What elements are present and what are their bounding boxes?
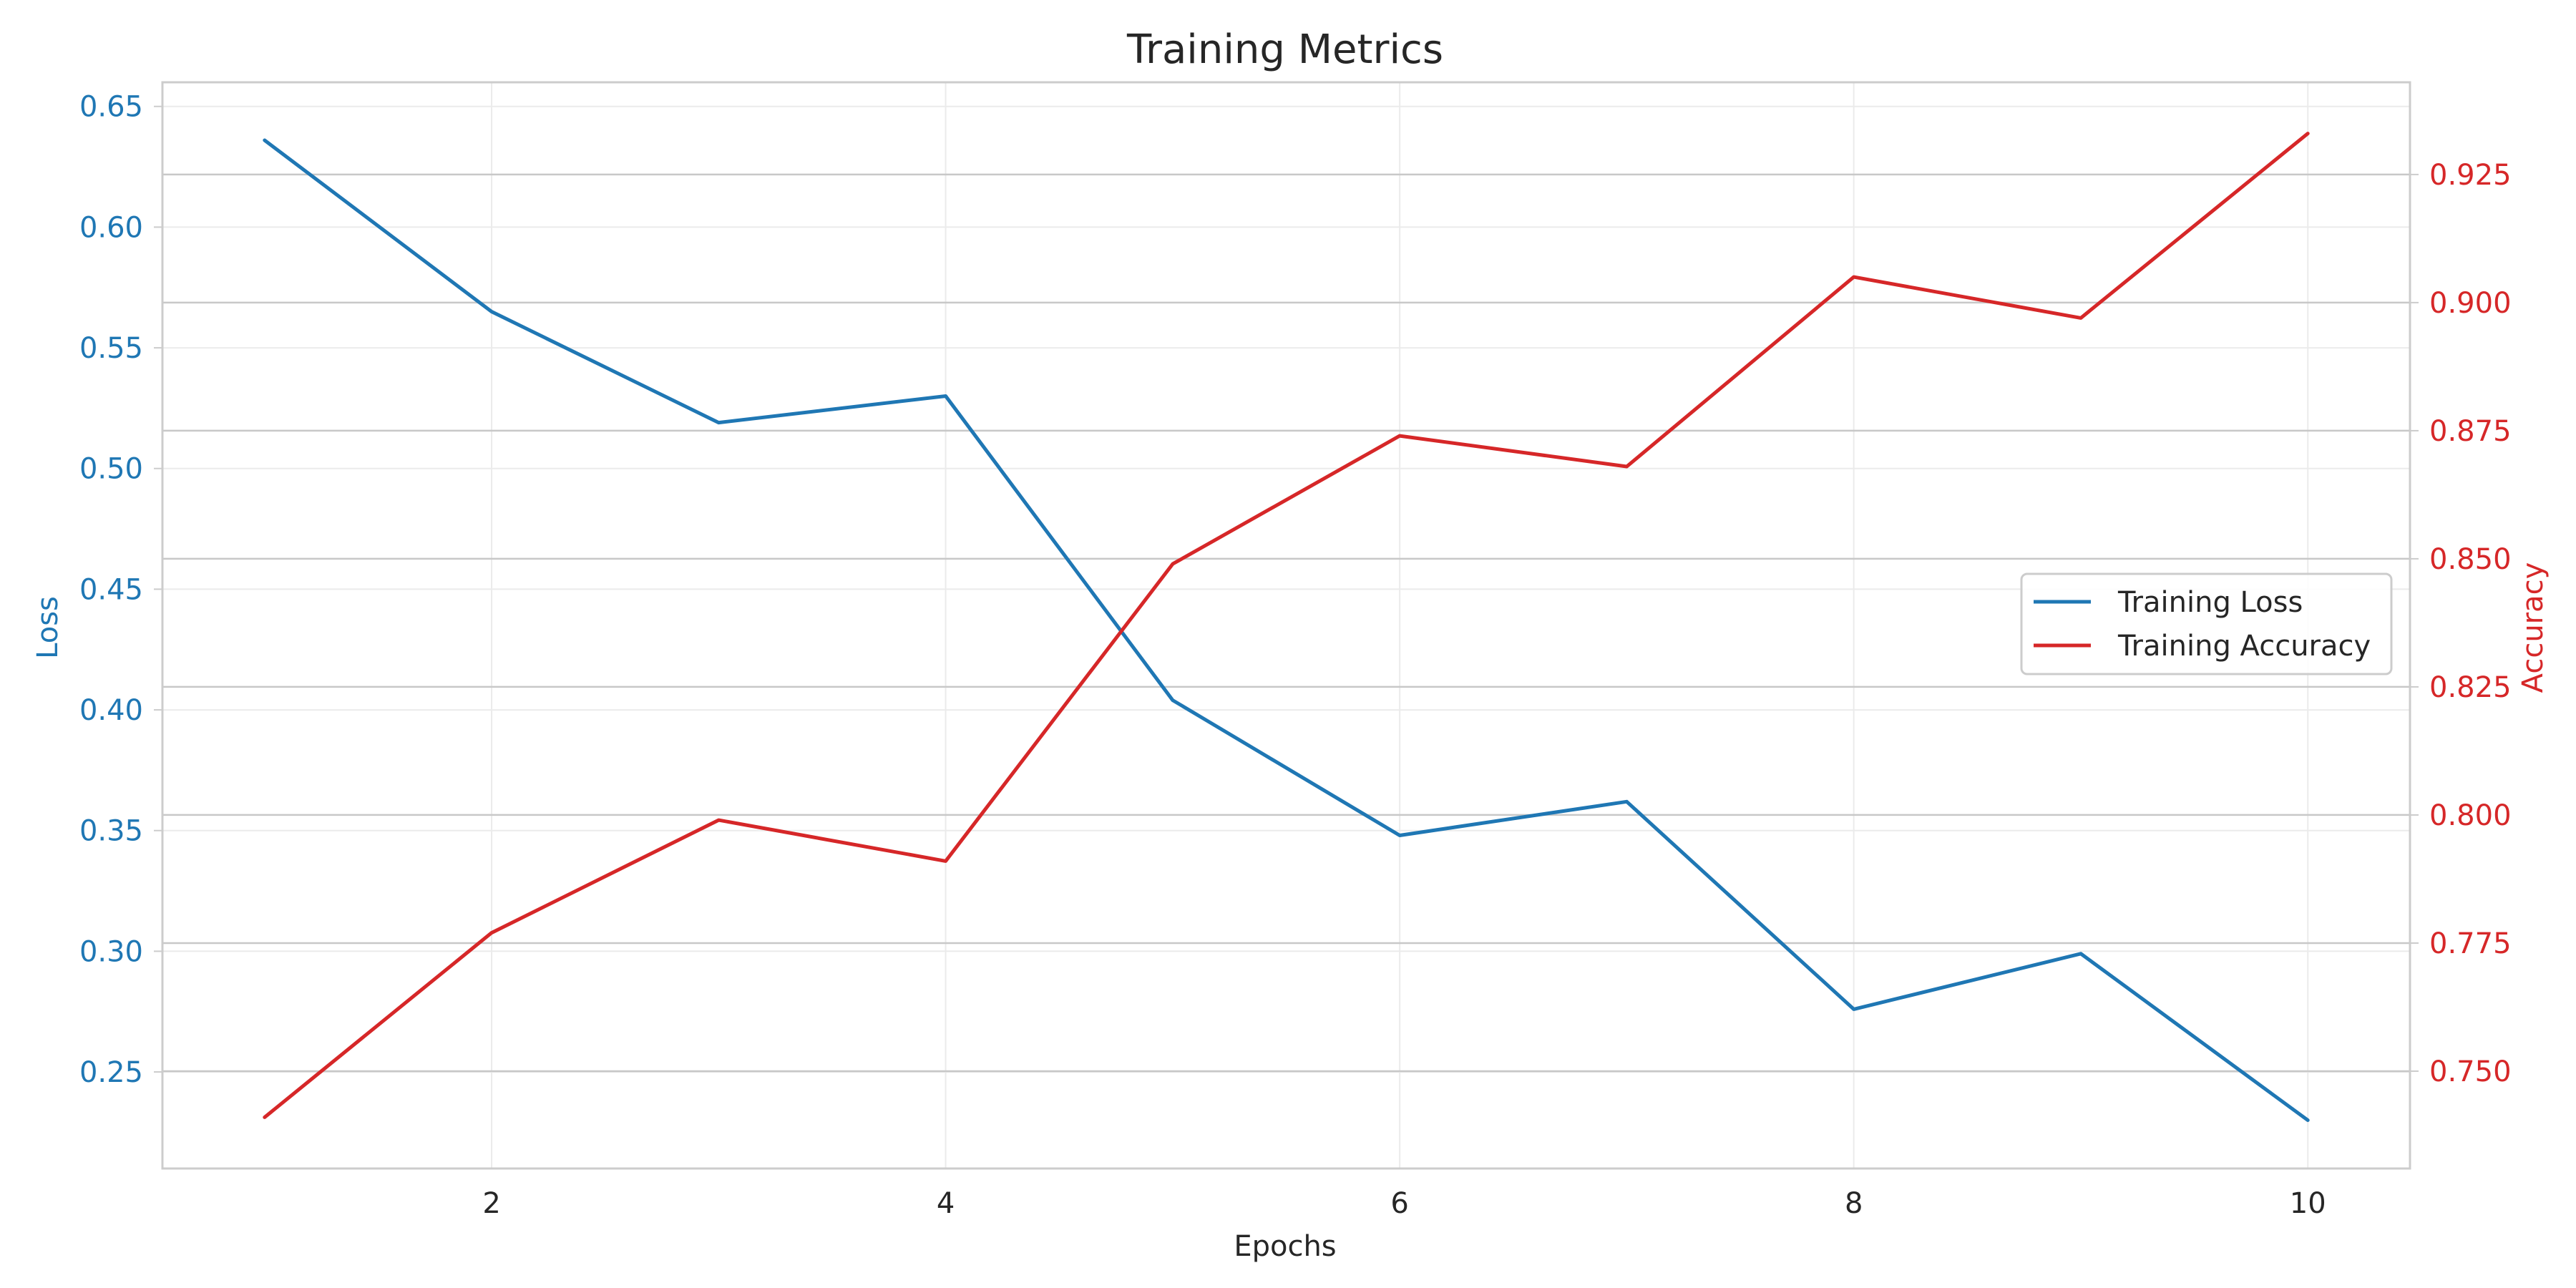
series-line-training-loss (263, 138, 2310, 1122)
right-axis-label: Accuracy (2517, 562, 2550, 693)
left-axis-ticks: 0.25 0.30 0.35 0.40 0.45 0.50 0.55 0.60 0.65 (79, 91, 162, 1089)
right-tick-label: 0.900 (2429, 287, 2512, 320)
x-tick-label: 10 (2290, 1187, 2326, 1220)
left-tick-label: 0.65 (79, 91, 143, 124)
series-line-training-accuracy (263, 132, 2310, 1119)
x-tick-label: 2 (482, 1187, 500, 1220)
x-axis-ticks: 2 4 6 8 10 (482, 1187, 2326, 1220)
left-tick-label: 0.50 (79, 453, 143, 486)
left-tick-label: 0.40 (79, 694, 143, 727)
grid-layer (162, 82, 2410, 1169)
chart-legend: Training Loss Training Accuracy (2020, 572, 2393, 675)
plot-frame (161, 81, 2411, 1170)
right-tick-label: 0.925 (2429, 159, 2512, 192)
right-tick-label: 0.825 (2429, 671, 2512, 704)
x-axis-label: Epochs (1234, 1230, 1336, 1263)
x-tick-label: 8 (1845, 1187, 1863, 1220)
series-layer (263, 132, 2310, 1122)
legend-label-training-accuracy: Training Accuracy (2117, 630, 2371, 663)
right-tick-label: 0.800 (2429, 799, 2512, 832)
x-tick-label: 4 (937, 1187, 955, 1220)
x-tick-label: 6 (1390, 1187, 1408, 1220)
left-tick-label: 0.30 (79, 935, 143, 968)
right-tick-label: 0.875 (2429, 415, 2512, 448)
plot-area-border (161, 81, 2411, 1170)
left-tick-label: 0.55 (79, 332, 143, 365)
right-axis-ticks: 0.750 0.775 0.800 0.825 0.850 0.875 0.900 0.925 (2410, 159, 2512, 1088)
right-tick-label: 0.775 (2429, 927, 2512, 960)
left-axis-label: Loss (31, 596, 64, 659)
right-tick-label: 0.750 (2429, 1055, 2512, 1088)
right-tick-label: 0.850 (2429, 543, 2512, 576)
legend-box (2020, 572, 2393, 675)
legend-label-training-loss: Training Loss (2117, 586, 2303, 619)
left-tick-label: 0.45 (79, 573, 143, 606)
chart-title: Training Metrics (1126, 26, 1443, 73)
left-tick-label: 0.35 (79, 815, 143, 848)
left-tick-label: 0.60 (79, 211, 143, 244)
left-tick-label: 0.25 (79, 1056, 143, 1089)
